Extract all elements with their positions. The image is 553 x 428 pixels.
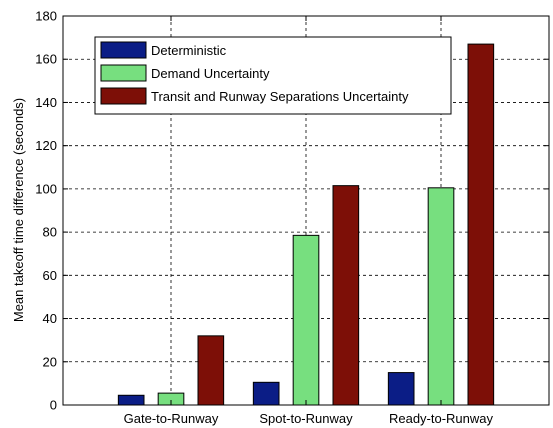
legend: Deterministic Demand Uncertainty Transit a… xyxy=(94,36,452,115)
legend-swatch xyxy=(100,64,147,82)
y-tick-label: 20 xyxy=(43,354,57,369)
tick-marks xyxy=(63,15,549,406)
y-tick-label: 100 xyxy=(35,181,57,196)
y-tick-label: 160 xyxy=(35,52,57,67)
bars xyxy=(117,43,495,406)
bar-transit-and-runway-separations-uncertainty-ready-to-runway xyxy=(467,43,495,406)
x-tick-label: Gate-to-Runway xyxy=(124,411,219,426)
bar-transit-and-runway-separations-uncertainty-spot-to-runway xyxy=(332,185,360,406)
y-tick-label: 0 xyxy=(50,398,57,413)
legend-swatch xyxy=(100,41,147,59)
y-tick-label: 180 xyxy=(35,9,57,24)
bar-deterministic-ready-to-runway xyxy=(387,372,415,406)
y-tick-label: 60 xyxy=(43,268,57,283)
x-tick-label: Spot-to-Runway xyxy=(259,411,353,426)
legend-label: Transit and Runway Separations Uncertain… xyxy=(151,89,409,104)
legend-box xyxy=(94,36,452,115)
y-tick-label: 80 xyxy=(43,225,57,240)
bar-demand-uncertainty-spot-to-runway xyxy=(292,234,320,406)
y-axis-label: Mean takeoff time difference (seconds) xyxy=(11,98,26,322)
bar-demand-uncertainty-ready-to-runway xyxy=(427,187,455,406)
x-tick-label: Ready-to-Runway xyxy=(389,411,494,426)
bar-transit-and-runway-separations-uncertainty-gate-to-runway xyxy=(197,335,225,406)
y-tick-labels: 0 20 40 60 80 100 120 140 160 180 xyxy=(35,9,57,413)
legend-label: Deterministic xyxy=(151,43,227,58)
y-tick-label: 40 xyxy=(43,311,57,326)
legend-swatch xyxy=(100,87,147,105)
bar-deterministic-spot-to-runway xyxy=(252,381,280,406)
legend-label: Demand Uncertainty xyxy=(151,66,270,81)
x-tick-labels: Gate-to-Runway Spot-to-Runway Ready-to-Run… xyxy=(124,411,494,426)
y-tick-label: 140 xyxy=(35,95,57,110)
bar-deterministic-gate-to-runway xyxy=(117,394,145,406)
y-tick-label: 120 xyxy=(35,138,57,153)
